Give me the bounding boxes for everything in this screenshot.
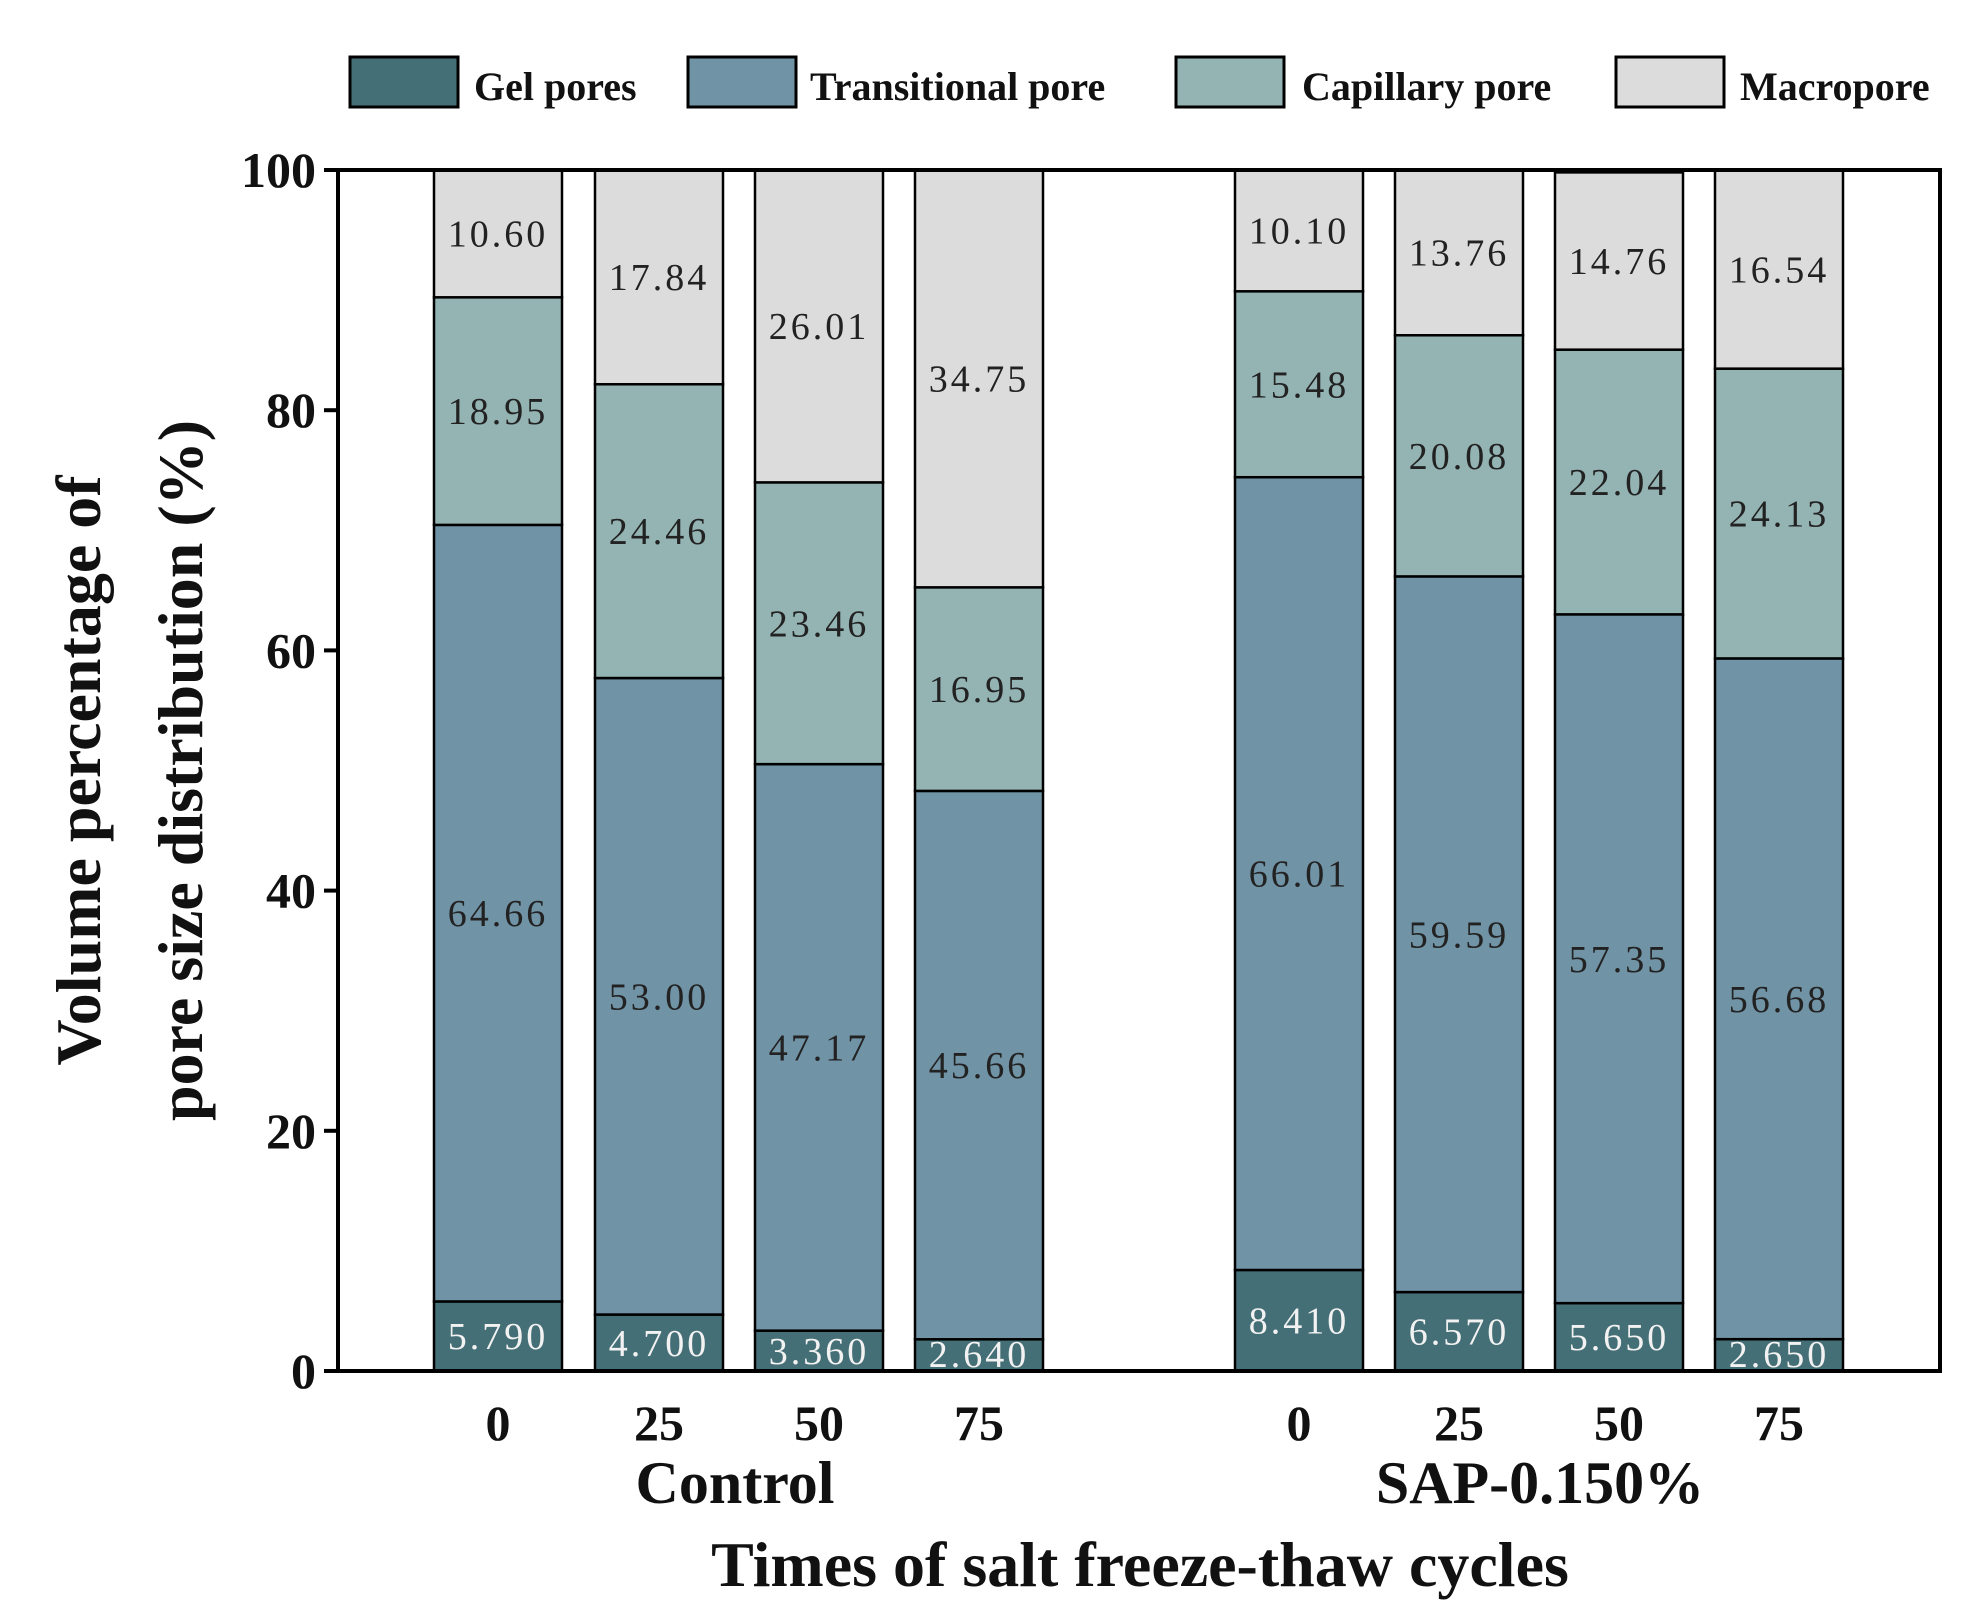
y-tick-label: 80 <box>266 382 316 438</box>
bar-value-label: 10.60 <box>448 214 549 256</box>
bar-value-label: 10.10 <box>1249 211 1350 253</box>
bars <box>432 168 1845 1373</box>
bar-value-label: 56.68 <box>1729 979 1830 1021</box>
bar-value-label: 23.46 <box>769 603 870 645</box>
bar-value-label: 5.650 <box>1569 1317 1670 1359</box>
group-label: SAP-0.150% <box>1376 1450 1704 1516</box>
legend: Gel pores Transitional pore Capillary pore… <box>348 55 1930 109</box>
y-axis-title-line: Volume percentage of <box>43 475 114 1066</box>
x-tick-label: 75 <box>954 1395 1004 1451</box>
legend-swatch <box>348 55 460 109</box>
x-tick-label: 50 <box>1594 1395 1644 1451</box>
bar-value-label: 14.76 <box>1569 241 1670 283</box>
plot-frame <box>336 168 1942 1373</box>
x-axis: 0 25 50 75 0 25 50 75 <box>486 1395 1805 1451</box>
bar-value-label: 6.570 <box>1409 1312 1510 1354</box>
bar-value-label: 47.17 <box>769 1027 870 1069</box>
bar-segment-transitional-pore <box>1713 657 1845 1341</box>
bar-value-label: 64.66 <box>448 893 549 935</box>
bar-segment-gel-pores <box>1233 1268 1365 1373</box>
bar-value-label: 17.84 <box>609 257 710 299</box>
y-tick-label: 0 <box>291 1343 316 1399</box>
bar-value-label: 34.75 <box>929 359 1030 401</box>
bar-value-label: 20.08 <box>1409 436 1510 478</box>
bar-value-label: 5.790 <box>448 1316 549 1358</box>
bar-segment-gel-pores <box>1393 1290 1525 1373</box>
x-tick-label: 50 <box>794 1395 844 1451</box>
bar-value-label: 57.35 <box>1569 939 1670 981</box>
y-axis-title-line: pore size distribution (%) <box>145 420 216 1121</box>
bar-segment-gel-pores <box>432 1300 564 1373</box>
x-tick-label: 25 <box>1434 1395 1484 1451</box>
y-tick-label: 60 <box>266 622 316 678</box>
bar-segment-macropore <box>1713 168 1845 370</box>
legend-label: Macropore <box>1740 64 1930 109</box>
group-label: Control <box>636 1450 835 1516</box>
legend-label: Transitional pore <box>810 64 1105 109</box>
legend-label: Capillary pore <box>1302 64 1551 109</box>
bar-segment-transitional-pore <box>432 523 564 1303</box>
bar-segment-macropore <box>1393 168 1525 337</box>
bar-segment-capillary-pore <box>593 383 725 680</box>
bar-value-label: 45.66 <box>929 1045 1030 1087</box>
bar-value-label: 66.01 <box>1249 854 1350 896</box>
y-axis-title: Volume percentage of pore size distributi… <box>43 420 216 1121</box>
x-tick-label: 25 <box>634 1395 684 1451</box>
bar-segment-macropore <box>593 168 725 386</box>
bar-segment-transitional-pore <box>753 762 885 1332</box>
bar-value-label: 16.95 <box>929 669 1030 711</box>
bar-value-label: 22.04 <box>1569 462 1670 504</box>
bar-segment-transitional-pore <box>1233 475 1365 1272</box>
bar-value-label: 15.48 <box>1249 364 1350 406</box>
bar-segment-macropore <box>432 168 564 299</box>
bar-segment-gel-pores <box>1713 1337 1845 1373</box>
bar-value-label: 53.00 <box>609 976 710 1018</box>
y-tick-label: 100 <box>241 142 316 198</box>
bar-segment-transitional-pore <box>593 676 725 1316</box>
bar-value-label: 18.95 <box>448 391 549 433</box>
bar-value-label: 3.360 <box>769 1331 870 1373</box>
bar-value-label: 8.410 <box>1249 1300 1350 1342</box>
x-axis-title: Times of salt freeze-thaw cycles <box>711 1529 1569 1600</box>
bar-segment-macropore <box>1553 171 1685 351</box>
bar-value-label: 4.700 <box>609 1323 710 1365</box>
bar-value-label: 13.76 <box>1409 233 1510 275</box>
legend-swatch <box>1614 55 1726 109</box>
bar-segment-transitional-pore <box>1553 613 1685 1305</box>
legend-swatch <box>1174 55 1286 109</box>
y-tick-label: 20 <box>266 1103 316 1159</box>
x-tick-label: 75 <box>1754 1395 1804 1451</box>
bar-segment-capillary-pore <box>753 481 885 766</box>
bar-value-label: 26.01 <box>769 306 870 348</box>
bar-segment-capillary-pore <box>1553 348 1685 616</box>
bar-segment-macropore <box>913 168 1045 589</box>
bar-value-label: 24.13 <box>1729 494 1830 536</box>
bar-segment-macropore <box>1233 168 1365 293</box>
bar-value-label: 24.46 <box>609 511 710 553</box>
bar-segment-capillary-pore <box>1233 290 1365 479</box>
legend-swatch <box>686 55 798 109</box>
y-axis: 0 20 40 60 80 100 <box>241 142 338 1399</box>
bar-segment-macropore <box>753 168 885 484</box>
group-labels: Control SAP-0.150% <box>636 1450 1705 1516</box>
bar-value-label: 59.59 <box>1409 914 1510 956</box>
bar-value-label: 16.54 <box>1729 249 1830 291</box>
legend-label: Gel pores <box>474 64 637 109</box>
bar-segment-capillary-pore <box>1393 334 1525 578</box>
bar-segment-capillary-pore <box>913 586 1045 793</box>
y-tick-label: 40 <box>266 863 316 919</box>
x-tick-label: 0 <box>1287 1395 1312 1451</box>
x-tick-label: 0 <box>486 1395 511 1451</box>
